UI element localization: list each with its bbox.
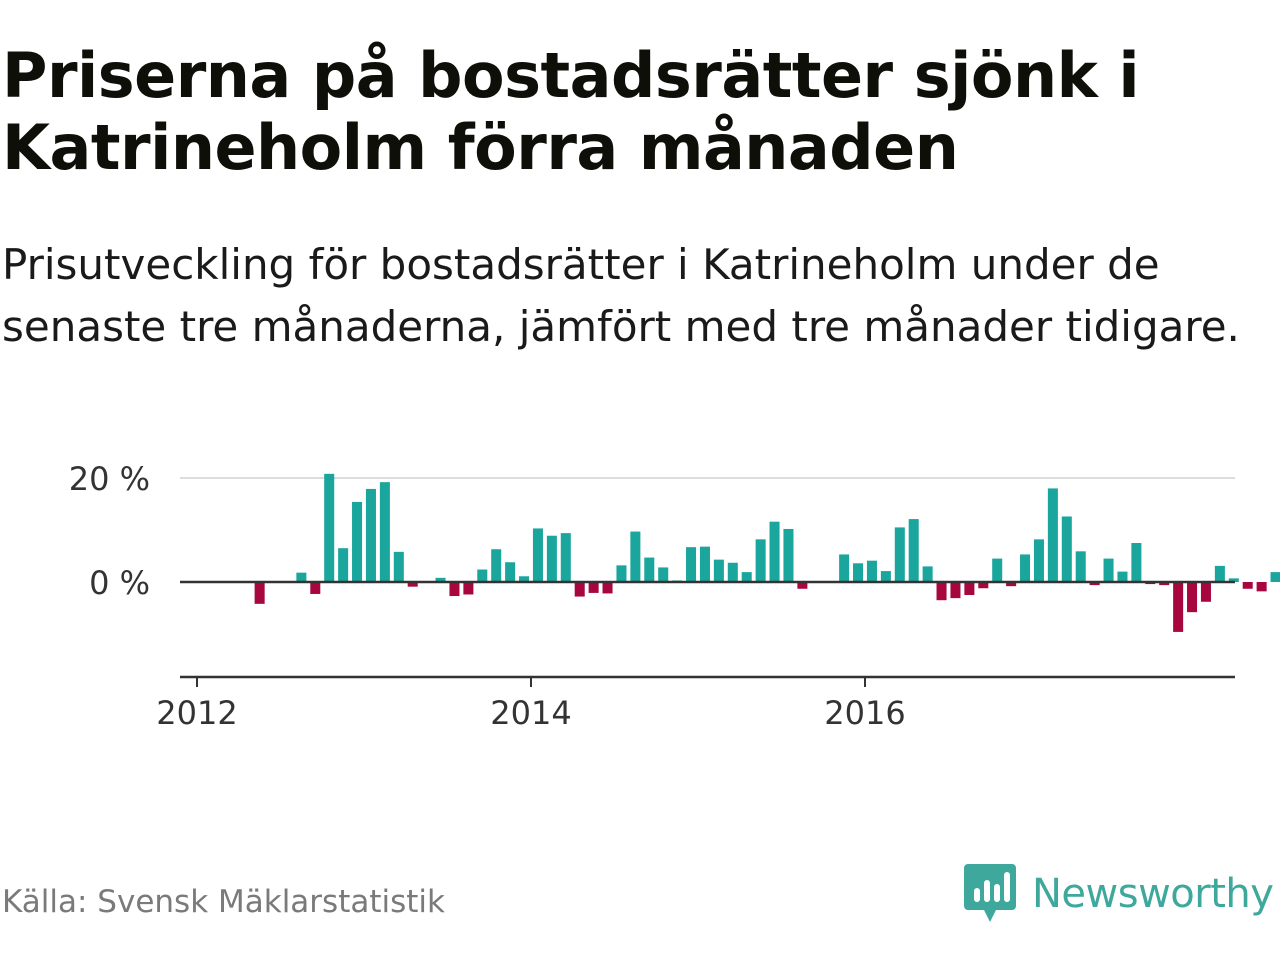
bar <box>616 565 627 582</box>
bar <box>352 501 363 582</box>
bar <box>922 566 933 582</box>
bar <box>866 560 877 582</box>
bar <box>658 567 669 582</box>
newsworthy-logo-icon <box>964 864 1016 922</box>
bar <box>1270 572 1280 582</box>
bar <box>365 488 376 582</box>
bar <box>1228 578 1239 582</box>
bar <box>1103 558 1114 582</box>
bar-chart: 20 %0 %201220142016201920212023−6 % <box>69 460 1280 732</box>
bar <box>1020 554 1031 582</box>
tick-labels: 20 %0 %201220142016201920212023−6 % <box>69 460 906 732</box>
bar <box>853 563 864 582</box>
bar <box>574 582 585 597</box>
brand-name: Newsworthy <box>1032 871 1274 917</box>
bar <box>839 554 850 582</box>
bar <box>588 582 599 593</box>
bar <box>644 557 655 582</box>
bar <box>296 572 307 582</box>
bar <box>741 572 752 582</box>
bar <box>491 549 502 582</box>
bar <box>699 546 710 582</box>
bar <box>630 531 641 582</box>
bar <box>1033 539 1044 582</box>
bar <box>978 582 989 589</box>
bar <box>519 576 530 582</box>
bar <box>908 519 919 582</box>
bar <box>797 582 808 589</box>
bar <box>1006 582 1017 587</box>
bar <box>1117 571 1128 582</box>
newsworthy-logo[interactable]: Newsworthy <box>964 864 1274 924</box>
y-tick-label: 0 % <box>89 564 150 602</box>
bar <box>964 582 975 595</box>
bar <box>324 473 335 582</box>
bar <box>393 551 404 582</box>
bar <box>407 582 418 587</box>
bar <box>310 582 321 594</box>
bar <box>950 582 961 599</box>
bar <box>449 582 460 597</box>
axes <box>180 580 1235 687</box>
source-note: Källa: Svensk Mäklarstatistik <box>2 884 445 920</box>
bar <box>686 547 697 582</box>
bar <box>936 582 947 601</box>
bar <box>546 535 557 582</box>
y-tick-label: 20 % <box>69 460 150 498</box>
bar <box>1047 488 1058 582</box>
x-tick-label: 2012 <box>156 694 237 732</box>
bar <box>254 582 265 604</box>
chart-title: Priserna på bostadsrätter sjönk i Katrin… <box>2 39 1140 184</box>
bar <box>1187 582 1198 613</box>
bar <box>532 528 543 582</box>
bar <box>1159 582 1170 586</box>
bars <box>254 473 1280 632</box>
bar <box>505 562 516 582</box>
bar <box>1256 582 1267 592</box>
bar <box>1131 543 1142 582</box>
bar <box>755 539 766 582</box>
bar <box>992 558 1003 582</box>
bar <box>727 562 738 582</box>
bar <box>379 482 390 582</box>
bar <box>477 569 488 582</box>
bar <box>783 528 794 582</box>
bar <box>769 521 780 582</box>
bar <box>1075 551 1086 582</box>
bar <box>1200 582 1211 602</box>
bar <box>338 548 349 582</box>
bar <box>1089 582 1100 586</box>
bar <box>1173 582 1184 632</box>
bar <box>463 582 474 595</box>
bar <box>894 527 905 582</box>
bar <box>602 582 613 594</box>
x-tick-label: 2016 <box>824 694 905 732</box>
bar <box>880 571 891 582</box>
bar <box>1242 582 1253 589</box>
bar <box>435 577 446 582</box>
bar <box>1061 516 1072 582</box>
chart-subtitle: Prisutveckling för bostadsrätter i Katri… <box>2 240 1240 351</box>
bar <box>713 559 724 582</box>
bar <box>1214 565 1225 582</box>
bar <box>560 533 571 582</box>
x-tick-label: 2014 <box>490 694 571 732</box>
